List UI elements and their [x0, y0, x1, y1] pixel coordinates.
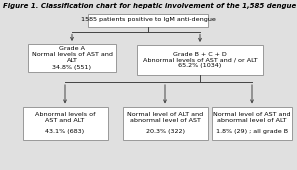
Text: Figure 1. Classification chart for hepatic involvement of the 1,585 dengue cases: Figure 1. Classification chart for hepat…: [3, 3, 297, 9]
Text: Normal level of ALT and
abnormal level of AST

20.3% (322): Normal level of ALT and abnormal level o…: [127, 112, 203, 134]
Bar: [212, 106, 292, 140]
Bar: [23, 106, 108, 140]
Text: Abnormal levels of
AST and ALT

43.1% (683): Abnormal levels of AST and ALT 43.1% (68…: [35, 112, 95, 134]
Text: Grade B + C + D
Abnormal levels of AST and / or ALT
65.2% (1034): Grade B + C + D Abnormal levels of AST a…: [143, 52, 257, 69]
Bar: [28, 44, 116, 72]
Bar: [137, 45, 263, 75]
Text: Grade A
Normal levels of AST and
ALT
34.8% (551): Grade A Normal levels of AST and ALT 34.…: [31, 47, 113, 70]
Text: Normal level of AST and
abnormal level of ALT

1.8% (29) ; all grade B: Normal level of AST and abnormal level o…: [213, 112, 291, 134]
Text: 1585 patients positive to IgM anti-dengue: 1585 patients positive to IgM anti-dengu…: [80, 18, 215, 22]
Bar: [88, 13, 208, 27]
Bar: [122, 106, 208, 140]
